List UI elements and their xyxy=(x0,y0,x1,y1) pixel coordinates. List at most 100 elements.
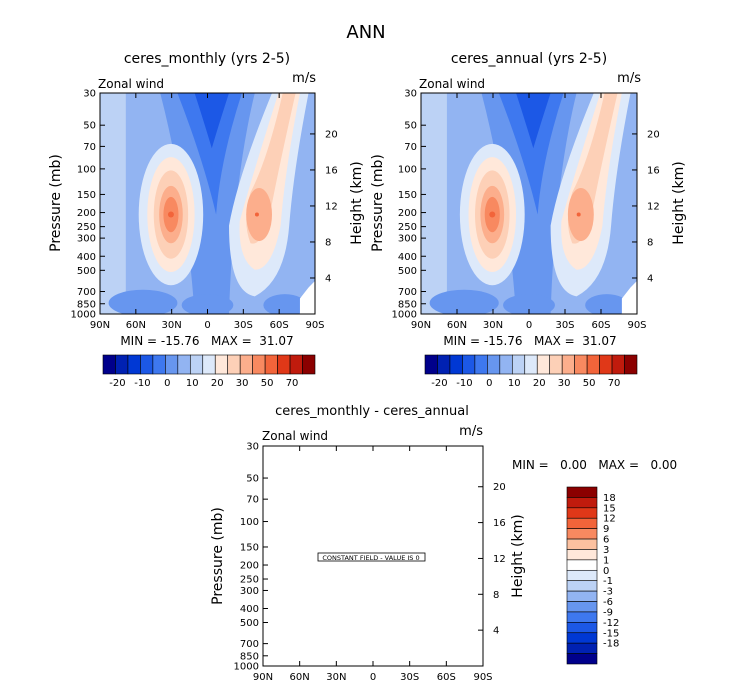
colorbar-swatch xyxy=(449,354,463,375)
colorbar-swatch xyxy=(566,528,598,540)
jet-contour xyxy=(567,188,594,242)
colorbar-swatch xyxy=(566,507,598,519)
panel-title: ceres_monthly - ceres_annual xyxy=(275,404,469,419)
colorbar-label: -9 xyxy=(603,607,613,618)
y2-tick-label: 8 xyxy=(325,237,331,248)
colorbar-label: -12 xyxy=(603,618,619,629)
y-tick-label: 300 xyxy=(77,234,96,245)
x-tick-label: 90S xyxy=(305,320,324,331)
y-tick-label: 200 xyxy=(398,208,417,219)
y-tick-label: 300 xyxy=(398,234,417,245)
y2-tick-label: 20 xyxy=(647,129,660,140)
colorbar-swatch xyxy=(277,354,291,375)
y2-tick-label: 8 xyxy=(647,237,653,248)
colorbar-swatch xyxy=(566,549,598,561)
constant-field-note: CONSTANT FIELD - VALUE IS 0 xyxy=(322,554,419,562)
colorbar-swatch xyxy=(302,354,316,375)
colorbar-swatch xyxy=(549,354,563,375)
colorbar-swatch xyxy=(624,354,638,375)
colorbar-swatch xyxy=(499,354,513,375)
colorbar-swatch xyxy=(487,354,501,375)
x-tick-label: 90N xyxy=(253,672,273,683)
contour-level xyxy=(429,289,499,314)
y-tick-label: 100 xyxy=(240,517,259,528)
colorbar-label: -1 xyxy=(603,576,613,587)
colorbar-label: 70 xyxy=(608,378,621,389)
y-tick-label: 700 xyxy=(240,639,259,650)
x-tick-label: 90N xyxy=(411,320,431,331)
y-tick-label: 150 xyxy=(398,190,417,201)
x-tick-label: 60S xyxy=(270,320,289,331)
x-tick-label: 90S xyxy=(473,672,492,683)
colorbar-swatch xyxy=(566,517,598,529)
y2-tick-label: 12 xyxy=(325,201,338,212)
y-axis-label: Pressure (mb) xyxy=(370,154,386,252)
colorbar-swatch xyxy=(252,354,266,375)
x-tick-label: 30S xyxy=(234,320,253,331)
colorbar-label: 10 xyxy=(508,378,521,389)
jet-contour xyxy=(246,188,272,242)
min-max-stats: MIN = -15.76 MAX = 31.07 xyxy=(120,334,293,348)
colorbar-label: 10 xyxy=(186,378,199,389)
colorbar-swatch xyxy=(289,354,303,375)
y2-tick-label: 12 xyxy=(647,201,660,212)
colorbar-label: 1 xyxy=(603,555,609,566)
colorbar-swatch xyxy=(524,354,538,375)
panel-monthly: ceres_monthly (yrs 2-5) Zonal wind m/s 9… xyxy=(48,51,365,389)
x-tick-label: 60S xyxy=(591,320,610,331)
jet-core xyxy=(167,211,174,218)
colorbar-label: 0 xyxy=(486,378,492,389)
y-tick-label: 30 xyxy=(404,89,417,100)
colorbar-swatch xyxy=(511,354,526,375)
y-tick-label: 30 xyxy=(83,89,96,100)
colorbar-swatch xyxy=(566,611,598,623)
colorbar-label: 20 xyxy=(211,378,224,389)
topography-mask xyxy=(299,280,315,314)
topography-mask xyxy=(621,280,637,314)
colorbar-label: 12 xyxy=(603,514,616,525)
y-tick-label: 200 xyxy=(240,561,259,572)
x-tick-label: 0 xyxy=(204,320,210,331)
y-tick-label: 250 xyxy=(398,222,417,233)
contour-level xyxy=(585,294,629,314)
colorbar-label: 30 xyxy=(558,378,571,389)
colorbar-swatch xyxy=(566,569,598,582)
x-tick-label: 90S xyxy=(627,320,646,331)
y-tick-label: 400 xyxy=(240,604,259,615)
min-max-stats: MIN = -15.76 MAX = 31.07 xyxy=(443,334,616,348)
colorbar-swatch xyxy=(574,354,588,375)
contour-field xyxy=(100,93,315,314)
colorbar-label: -18 xyxy=(603,639,619,650)
colorbar-swatch xyxy=(566,580,598,592)
y-tick-label: 50 xyxy=(246,474,259,485)
y-tick-label: 850 xyxy=(240,651,259,662)
panel-difference: ceres_monthly - ceres_annual Zonal wind … xyxy=(210,404,677,683)
y2-axis-label: Height (km) xyxy=(671,161,687,244)
colorbar-swatch xyxy=(566,632,598,644)
contour-level xyxy=(194,93,229,149)
colorbar-swatch xyxy=(566,590,598,602)
y-tick-label: 100 xyxy=(77,164,96,175)
colorbar-label: 30 xyxy=(236,378,249,389)
axes: 90N 60N 30N 0 30S 60S 90S 30 50 70 100 150 200 250300… xyxy=(234,442,506,684)
contour-level xyxy=(498,93,564,215)
units-label: m/s xyxy=(292,71,316,86)
y-tick-label: 1000 xyxy=(392,310,417,321)
contour-level xyxy=(421,93,447,314)
variable-label: Zonal wind xyxy=(98,77,164,91)
colorbar-swatch xyxy=(214,354,229,375)
figure-title: ANN xyxy=(346,22,385,43)
y-axis-label: Pressure (mb) xyxy=(210,507,226,605)
contour-level xyxy=(160,93,255,314)
colorbar-label: 0 xyxy=(603,566,609,577)
contour-level xyxy=(177,93,242,215)
colorbar-swatch xyxy=(566,622,598,634)
colorbar-swatch xyxy=(177,354,191,375)
variable-label: Zonal wind xyxy=(419,77,485,91)
colorbar-swatch xyxy=(462,354,476,375)
contour-level xyxy=(516,93,551,149)
colorbar-label: 9 xyxy=(603,524,609,535)
colorbar-swatch xyxy=(566,653,598,665)
y-tick-label: 850 xyxy=(398,299,417,310)
x-tick-label: 60N xyxy=(126,320,146,331)
